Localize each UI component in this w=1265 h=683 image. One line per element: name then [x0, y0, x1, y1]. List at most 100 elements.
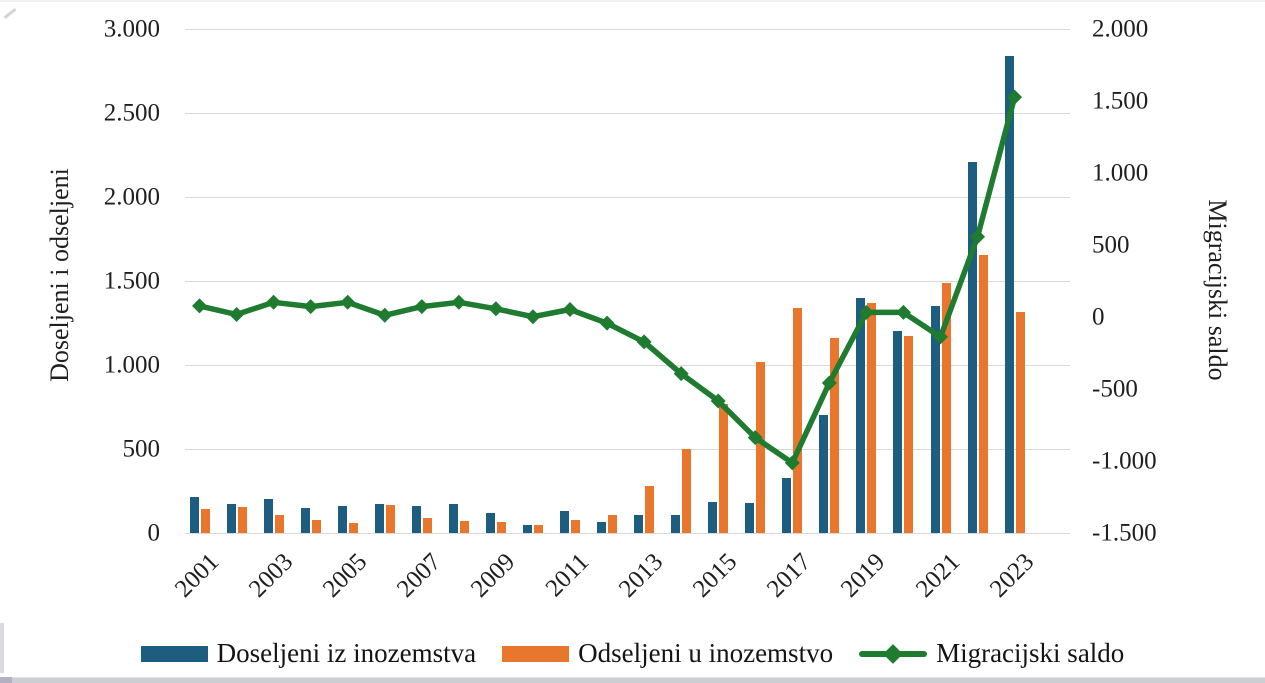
bar-odseljeni-2005 [348, 523, 358, 533]
saldo-marker-2021 [933, 329, 948, 345]
bar-odseljeni-2016 [756, 362, 766, 533]
legend: Doseljeni iz inozemstva Odseljeni u inoz… [0, 640, 1265, 667]
bar-doseljeni-2021 [930, 306, 940, 533]
saldo-marker-2007 [414, 299, 430, 315]
bar-odseljeni-2017 [793, 308, 803, 533]
saldo-marker-2018 [821, 375, 837, 391]
x-axis-tick: 2023 [984, 548, 1039, 603]
bar-odseljeni-2002 [237, 507, 247, 533]
bar-odseljeni-2023 [1015, 312, 1025, 533]
gridline [185, 197, 1070, 198]
legend-label-doseljeni: Doseljeni iz inozemstva [216, 638, 477, 668]
bottom-border-artifact [0, 677, 1265, 683]
left-axis-tick: 3.000 [103, 15, 160, 43]
bar-doseljeni-2003 [263, 499, 273, 533]
saldo-marker-2017 [784, 455, 800, 471]
x-axis-tick: 2007 [391, 548, 447, 603]
saldo-marker-2010 [525, 309, 541, 325]
gridline [185, 365, 1070, 366]
saldo-marker-2020 [895, 304, 911, 320]
bar-odseljeni-2004 [311, 520, 321, 533]
legend-item-odseljeni: Odseljeni u inozemstvo [502, 640, 833, 667]
bar-odseljeni-2007 [422, 518, 432, 533]
bar-doseljeni-2010 [522, 525, 532, 533]
bar-doseljeni-2020 [893, 331, 903, 533]
bar-doseljeni-2004 [300, 508, 310, 533]
saldo-marker-2009 [488, 301, 504, 317]
bar-doseljeni-2007 [411, 506, 421, 533]
bottom-border-corner-artifact [0, 677, 12, 683]
bar-odseljeni-2012 [608, 515, 618, 533]
bar-doseljeni-2006 [374, 504, 384, 533]
bar-odseljeni-2013 [645, 486, 655, 533]
bar-odseljeni-2015 [719, 404, 729, 533]
right-axis-tick: 1.000 [1092, 159, 1149, 187]
bar-doseljeni-2005 [337, 506, 347, 533]
right-axis-tick: 1.500 [1092, 87, 1149, 115]
saldo-marker-2003 [266, 294, 282, 310]
left-axis-tick: 1.000 [103, 351, 160, 379]
saldo-diamond-marker-icon [883, 643, 903, 664]
plot-area [185, 29, 1070, 534]
legend-label-saldo: Migracijski saldo [936, 638, 1125, 668]
saldo-marker-2016 [747, 430, 763, 446]
left-axis-tick: 500 [122, 435, 161, 463]
left-axis-tick: 2.500 [103, 99, 160, 127]
bar-doseljeni-2008 [448, 504, 458, 533]
gridline [185, 113, 1070, 114]
saldo-marker-2011 [562, 302, 578, 317]
saldo-marker-2022 [970, 229, 986, 245]
saldo-marker-2008 [451, 294, 467, 310]
bar-doseljeni-2016 [745, 503, 755, 533]
saldo-marker-2001 [192, 298, 207, 314]
saldo-marker-2004 [303, 299, 319, 315]
bar-doseljeni-2009 [485, 513, 495, 533]
doseljeni-swatch [140, 645, 208, 662]
bar-odseljeni-2021 [941, 283, 951, 533]
bar-odseljeni-2022 [978, 255, 988, 533]
saldo-marker-2019 [858, 304, 874, 320]
right-axis-tick: 2.000 [1092, 15, 1149, 43]
bar-odseljeni-2008 [459, 521, 469, 533]
right-axis-tick: -1.000 [1092, 447, 1157, 475]
right-axis-tick: -500 [1092, 375, 1138, 403]
x-axis-tick: 2009 [465, 548, 521, 603]
bar-odseljeni-2006 [385, 505, 395, 533]
left-border-artifact [0, 623, 4, 673]
saldo-marker-2005 [340, 294, 356, 310]
saldo-marker-2023 [1007, 89, 1023, 105]
bar-doseljeni-2017 [782, 478, 792, 533]
saldo-marker-2015 [710, 393, 726, 409]
top-border-artifact [0, 0, 1265, 2]
bar-doseljeni-2013 [634, 515, 644, 533]
x-axis-tick: 2013 [614, 548, 669, 603]
saldo-marker-2012 [599, 315, 615, 331]
bar-odseljeni-2014 [682, 449, 692, 533]
bar-doseljeni-2012 [597, 522, 607, 533]
legend-label-odseljeni: Odseljeni u inozemstvo [578, 638, 834, 668]
gridline [185, 449, 1070, 450]
right-axis-title: Migracijski saldo [1203, 199, 1232, 381]
bar-doseljeni-2002 [226, 504, 236, 533]
left-axis-tick: 0 [147, 519, 161, 547]
bar-odseljeni-2010 [533, 525, 543, 533]
saldo-line-layer [192, 89, 1023, 471]
x-axis-tick: 2017 [762, 548, 817, 603]
right-axis-tick: 0 [1092, 303, 1105, 331]
bar-odseljeni-2018 [830, 338, 840, 533]
saldo-marker-2006 [377, 307, 393, 323]
bar-doseljeni-2022 [967, 162, 977, 533]
bar-odseljeni-2001 [200, 509, 210, 533]
left-axis-tick: 1.500 [103, 267, 160, 295]
x-axis-tick: 2021 [910, 548, 965, 603]
saldo-marker-2002 [229, 307, 245, 323]
saldo-line [198, 96, 1018, 466]
legend-item-doseljeni: Doseljeni iz inozemstva [140, 638, 477, 668]
bar-doseljeni-2001 [189, 497, 199, 533]
bar-doseljeni-2014 [671, 515, 681, 533]
x-axis-tick: 2011 [540, 548, 595, 603]
saldo-marker-2013 [636, 334, 652, 350]
x-axis-tick: 2019 [836, 548, 891, 603]
bar-odseljeni-2003 [274, 515, 284, 533]
